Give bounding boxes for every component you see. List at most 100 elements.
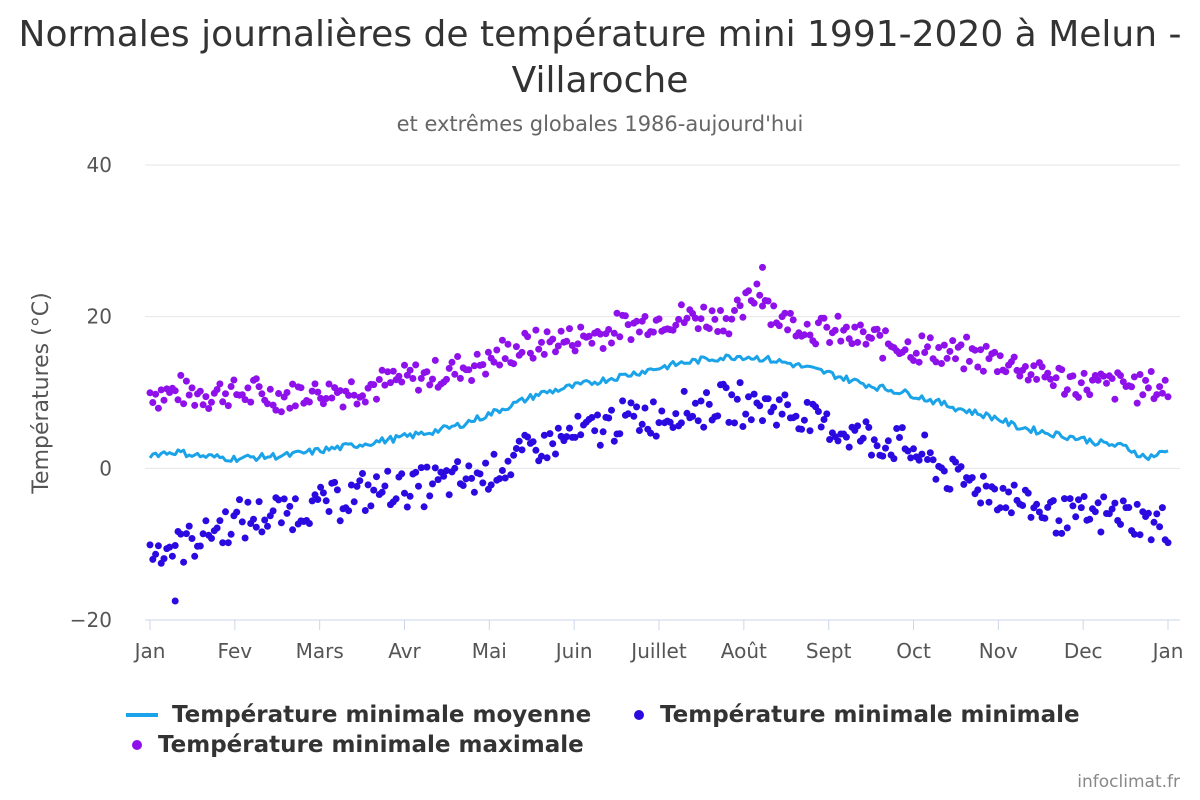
scatter-point (918, 332, 926, 340)
scatter-point (1066, 495, 1074, 503)
scatter-point (619, 397, 627, 405)
scatter-point (725, 418, 733, 426)
scatter-point (1128, 383, 1136, 391)
scatter-point (185, 391, 193, 399)
scatter-point (865, 423, 873, 431)
scatter-point (152, 390, 160, 398)
scatter-point (277, 519, 285, 527)
scatter-point (574, 412, 582, 420)
scatter-point (490, 450, 498, 458)
scatter-point (957, 463, 965, 471)
scatter-point (993, 368, 1001, 376)
scatter-point (1010, 353, 1018, 361)
scatter-point (1125, 504, 1133, 511)
scatter-point (177, 371, 185, 379)
scatter-point (199, 530, 207, 538)
scatter-point (543, 328, 551, 336)
scatter-point (717, 307, 724, 314)
scatter-point (1097, 528, 1105, 536)
scatter-point (784, 326, 792, 334)
scatter-point (616, 333, 624, 341)
scatter-point (921, 431, 929, 439)
scatter-point (199, 401, 207, 409)
legend-item-minimale[interactable]: Température minimale minimale (628, 702, 1080, 728)
scatter-point (423, 368, 431, 376)
scatter-point (588, 339, 596, 347)
scatter-point (803, 398, 811, 406)
scatter-point (722, 315, 730, 322)
scatter-point-extreme (171, 597, 179, 605)
scatter-point (208, 534, 215, 542)
scatter-point (594, 411, 601, 419)
scatter-point (800, 331, 808, 339)
scatter-point (196, 542, 204, 550)
scatter-point (974, 486, 982, 494)
scatter-point (490, 358, 498, 366)
scatter-point (370, 381, 378, 389)
scatter-point (1108, 505, 1116, 513)
scatter-point (1130, 373, 1138, 381)
scatter-point (929, 456, 937, 464)
scatter-point (1010, 481, 1018, 489)
scatter-point (764, 395, 772, 403)
scatter-point (935, 344, 943, 351)
scatter-point (1027, 513, 1035, 521)
scatter-point (317, 483, 325, 491)
scatter-point (487, 481, 495, 489)
scatter-point (694, 417, 702, 425)
scatter-point (1086, 515, 1094, 523)
scatter-point (415, 482, 422, 490)
scatter-point (677, 419, 685, 427)
scatter-point (924, 456, 931, 463)
scatter-point (691, 399, 699, 407)
scatter-point (448, 358, 456, 366)
scatter-point (652, 432, 660, 440)
scatter-point (465, 462, 473, 470)
scatter-point (367, 502, 375, 510)
scatter-point (739, 313, 747, 321)
scatter-point (406, 366, 414, 374)
scatter-point (1094, 499, 1102, 507)
scatter-point (188, 535, 196, 542)
scatter-point (510, 451, 518, 459)
scatter-point (781, 309, 789, 317)
scatter-point (991, 485, 999, 493)
scatter-point (854, 422, 862, 430)
scatter-point (1047, 375, 1054, 383)
scatter-point (1156, 383, 1164, 391)
scatter-point (378, 488, 386, 496)
scatter-point (538, 452, 545, 460)
scatter-point (979, 472, 987, 480)
scatter-point (406, 492, 414, 500)
scatter-point (1117, 372, 1124, 379)
scatter-point (429, 375, 436, 383)
credits-link[interactable]: infoclimat.fr (1077, 772, 1180, 792)
scatter-point (359, 392, 366, 400)
scatter-point (473, 350, 481, 358)
scatter-point (417, 464, 425, 472)
scatter-point (283, 509, 291, 517)
legend-item-moyenne[interactable]: Température minimale moyenne (126, 702, 591, 728)
scatter-point (845, 443, 853, 451)
scatter-point (1007, 509, 1015, 517)
scatter-point (856, 321, 864, 329)
scatter-point (479, 361, 487, 369)
scatter-point (683, 314, 691, 322)
scatter-point (415, 386, 422, 394)
scatter-point (700, 303, 708, 311)
scatter-point (305, 398, 313, 406)
scatter-point (1094, 376, 1102, 384)
scatter-point (1153, 510, 1161, 518)
scatter-point (577, 323, 585, 331)
scatter-point (1164, 393, 1172, 401)
scatter-point (468, 474, 476, 482)
scatter-point (498, 467, 506, 474)
scatter-point (219, 398, 227, 406)
scatter-point (191, 401, 199, 409)
scatter-point (798, 425, 806, 433)
scatter-point (196, 387, 204, 395)
scatter-point (507, 471, 515, 479)
legend-item-maximale[interactable]: Température minimale maximale (132, 732, 584, 758)
scatter-point (443, 375, 450, 383)
scatter-point (160, 396, 168, 404)
